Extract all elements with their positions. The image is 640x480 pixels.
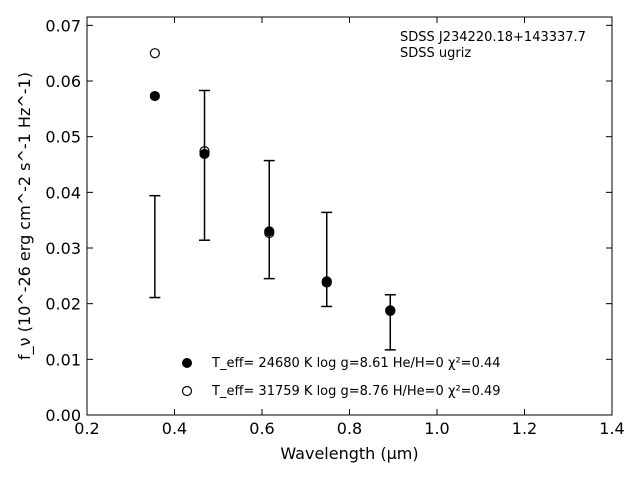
x-axis-label: Wavelength (μm)	[280, 444, 418, 463]
x-axis-ticks: 0.2 0.4 0.6 0.8 1.0 1.2 1.4	[74, 17, 625, 438]
x-tick-label: 0.4	[162, 419, 187, 438]
model-point-filled	[199, 148, 210, 160]
y-tick-label: 0.00	[45, 406, 81, 425]
x-tick-label: 0.6	[249, 419, 274, 438]
y-tick-label: 0.06	[45, 72, 81, 91]
object-name-annotation: SDSS J234220.18+143337.7	[400, 30, 586, 45]
x-tick-label: 0.2	[74, 419, 99, 438]
x-tick-label: 0.8	[337, 419, 362, 438]
model-point-open	[264, 227, 275, 239]
legend-label-open: T_eff= 31759 K log g=8.76 H/He=0 χ²=0.49	[211, 384, 501, 399]
model-point-open	[149, 48, 160, 59]
y-axis-ticks: 0.00 0.01 0.02 0.03 0.04 0.05 0.06 0.07	[45, 16, 612, 425]
model-point-open	[321, 277, 332, 288]
legend: T_eff= 24680 K log g=8.61 He/H=0 χ²=0.44…	[181, 356, 501, 399]
plot-frame	[86, 16, 613, 416]
x-tick-label: 1.2	[512, 419, 537, 438]
x-tick-label: 1.4	[599, 419, 624, 438]
y-axis-label: f_ν (10^-26 erg cm^-2 s^-1 Hz^-1)	[15, 72, 35, 360]
legend-marker-filled	[182, 358, 192, 368]
y-tick-label: 0.07	[45, 16, 81, 35]
model-point-open	[385, 305, 396, 317]
legend-marker-open	[181, 385, 193, 397]
model-point-filled	[149, 90, 160, 102]
y-tick-label: 0.03	[45, 239, 81, 258]
y-tick-label: 0.01	[45, 350, 81, 369]
data-points	[149, 48, 396, 317]
legend-label-filled: T_eff= 24680 K log g=8.61 He/H=0 χ²=0.44	[211, 356, 501, 371]
x-tick-label: 1.0	[424, 419, 449, 438]
error-bars	[149, 89, 396, 351]
survey-annotation: SDSS ugriz	[400, 46, 471, 61]
model-point-open	[199, 146, 210, 157]
y-tick-label: 0.05	[45, 128, 81, 147]
y-tick-label: 0.04	[45, 183, 81, 202]
y-tick-label: 0.02	[45, 295, 81, 314]
